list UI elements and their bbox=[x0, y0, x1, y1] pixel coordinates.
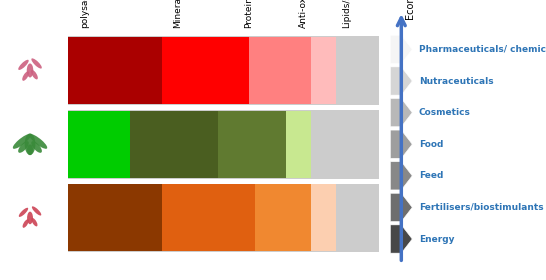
Bar bbox=[162, 37, 249, 104]
Text: Nutraceuticals: Nutraceuticals bbox=[419, 76, 494, 85]
Bar bbox=[255, 185, 311, 251]
Ellipse shape bbox=[22, 219, 29, 228]
Bar bbox=[162, 185, 255, 251]
Ellipse shape bbox=[29, 134, 48, 149]
Polygon shape bbox=[390, 67, 412, 95]
Text: Anti-oxidants: Anti-oxidants bbox=[299, 0, 307, 28]
Polygon shape bbox=[390, 130, 412, 158]
Bar bbox=[68, 36, 379, 105]
Ellipse shape bbox=[13, 134, 31, 149]
Bar bbox=[68, 110, 379, 179]
Text: Feed: Feed bbox=[419, 171, 443, 180]
Ellipse shape bbox=[19, 208, 28, 217]
Ellipse shape bbox=[27, 144, 33, 155]
Ellipse shape bbox=[31, 70, 38, 80]
Text: polysaccharides: polysaccharides bbox=[80, 0, 89, 28]
Bar bbox=[68, 184, 379, 252]
Text: Fertilisers/biostimulants: Fertilisers/biostimulants bbox=[419, 203, 543, 212]
Bar bbox=[311, 37, 336, 104]
Text: Energy: Energy bbox=[419, 235, 454, 244]
Text: Minerals: Minerals bbox=[173, 0, 182, 28]
Bar bbox=[218, 111, 286, 178]
Polygon shape bbox=[390, 99, 412, 127]
Bar bbox=[286, 111, 311, 178]
Bar bbox=[311, 185, 336, 251]
Bar bbox=[68, 111, 130, 178]
Text: Pharmaceuticals/ chemicals: Pharmaceuticals/ chemicals bbox=[419, 45, 546, 54]
Text: Protein: Protein bbox=[244, 0, 253, 28]
Text: Cosmetics: Cosmetics bbox=[419, 108, 471, 117]
Ellipse shape bbox=[27, 212, 33, 224]
Ellipse shape bbox=[31, 141, 42, 153]
Text: Lipids/sterols: Lipids/sterols bbox=[342, 0, 351, 28]
Text: Food: Food bbox=[419, 140, 443, 149]
Ellipse shape bbox=[31, 218, 38, 227]
Ellipse shape bbox=[25, 134, 35, 155]
Ellipse shape bbox=[22, 71, 29, 81]
Text: Economic value: Economic value bbox=[406, 0, 416, 20]
Bar bbox=[249, 37, 311, 104]
Ellipse shape bbox=[18, 60, 29, 70]
Polygon shape bbox=[390, 162, 412, 190]
Polygon shape bbox=[390, 193, 412, 221]
Ellipse shape bbox=[32, 206, 41, 216]
Ellipse shape bbox=[18, 141, 29, 153]
Bar bbox=[68, 37, 162, 104]
Polygon shape bbox=[390, 35, 412, 64]
Ellipse shape bbox=[31, 58, 42, 69]
Ellipse shape bbox=[27, 64, 33, 78]
Polygon shape bbox=[390, 225, 412, 253]
Bar bbox=[68, 185, 162, 251]
Bar bbox=[130, 111, 218, 178]
